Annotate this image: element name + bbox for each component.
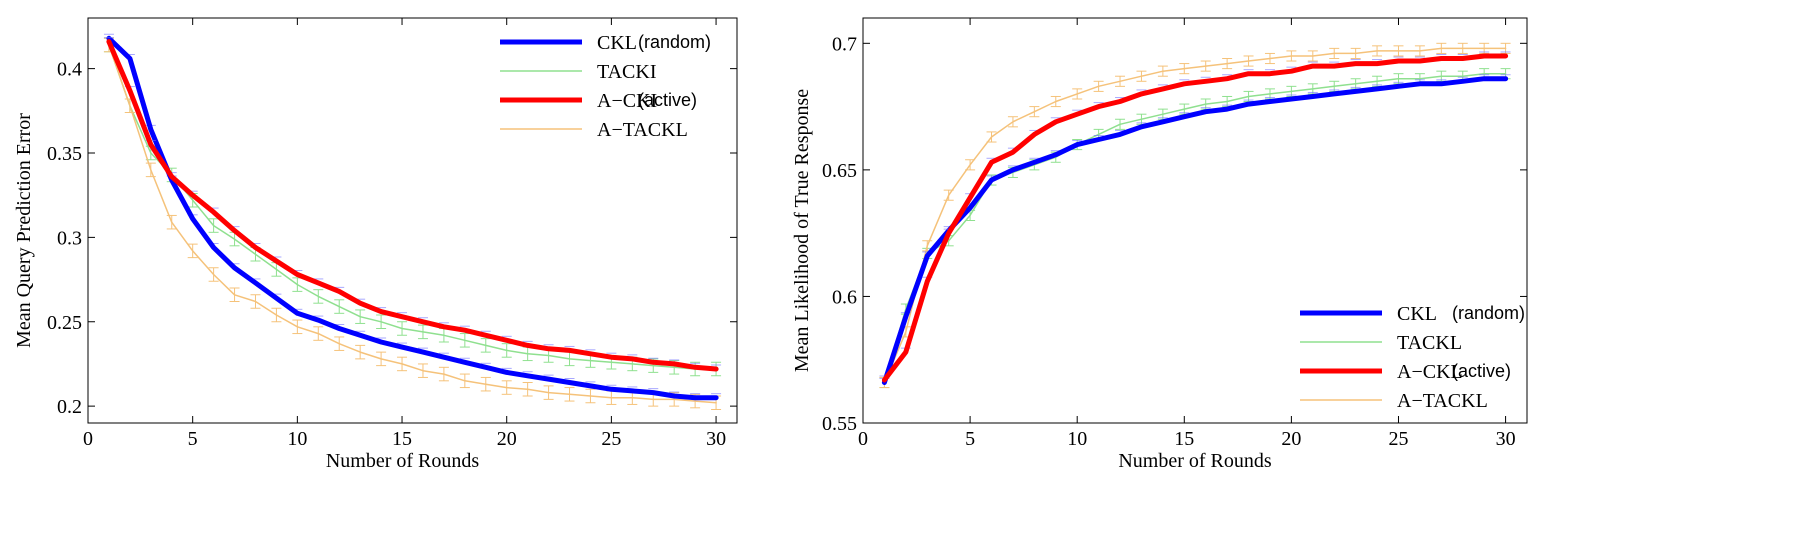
x-tick-label: 25: [1388, 428, 1408, 450]
legend-label-suffix: (random): [638, 32, 711, 52]
y-tick-label: 0.6: [832, 286, 857, 308]
legend-label-suffix: (active): [638, 90, 697, 110]
y-tick-label: 0.55: [822, 413, 857, 435]
series-4: [879, 42, 1511, 389]
series-line: [106, 39, 719, 372]
x-tick-label: 30: [706, 428, 726, 450]
series-3: [103, 37, 722, 372]
x-tick-label: 10: [287, 428, 307, 450]
plot-area: [103, 33, 722, 410]
x-tick-label: 10: [1067, 428, 1087, 450]
y-axis-label: Mean Query Prediction Error: [13, 113, 35, 348]
legend-label: A−CKL: [1397, 361, 1463, 383]
legend-label: A−CKI: [597, 90, 657, 112]
plot-frame: [862, 17, 1528, 424]
x-tick-label: 20: [1281, 428, 1301, 450]
series-line: [108, 44, 717, 404]
series-line: [883, 47, 1507, 384]
plot-frame: [87, 17, 738, 424]
x-tick-label: 25: [601, 428, 621, 450]
series-line: [108, 44, 717, 370]
y-tick-label: 0.4: [57, 59, 82, 81]
series-1: [103, 33, 722, 401]
series-line: [881, 76, 1509, 385]
x-tick-label: 30: [1496, 428, 1516, 450]
y-tick-label: 0.35: [47, 143, 82, 165]
legend-label: CKL: [597, 32, 637, 54]
y-tick-label: 0.65: [822, 160, 857, 182]
x-tick-label: 0: [858, 428, 868, 450]
x-tick-label: 0: [83, 428, 93, 450]
y-tick-label: 0.7: [832, 33, 857, 55]
series-line: [106, 35, 719, 401]
x-tick-label: 20: [497, 428, 517, 450]
chart-1: 0 5 10 15 20 25 30 0.2 0.25 0.3 0.35 0.4 Number of R…: [13, 17, 738, 472]
x-axis-label: Number of Rounds: [1118, 450, 1272, 472]
x-tick-label: 5: [188, 428, 198, 450]
x-tick-label: 15: [392, 428, 412, 450]
legend-label: TACKI: [597, 61, 657, 83]
legend: CKL (random) TACKL A−CKL(active) A−TACKL: [1300, 303, 1525, 412]
series-3: [879, 51, 1511, 383]
x-axis-label: Number of Rounds: [326, 450, 480, 472]
chart-2: 0 5 10 15 20 25 30 0.55 0.6 0.65 0.7 Number of Roun…: [791, 17, 1528, 472]
legend-label-suffix: (random): [1452, 303, 1525, 323]
series-line: [881, 53, 1509, 383]
y-axis-label: Mean Likelihood of True Response: [791, 89, 813, 372]
legend-label: A−TACKL: [1397, 390, 1488, 412]
y-tick-label: 0.3: [57, 227, 82, 249]
x-tick-label: 5: [965, 428, 975, 450]
x-tick-label: 15: [1174, 428, 1194, 450]
legend-label: CKL: [1397, 303, 1437, 325]
legend-label-suffix: (active): [1452, 361, 1511, 381]
legend-label: A−TACKL: [597, 119, 688, 141]
series-2: [103, 37, 722, 377]
y-tick-label: 0.2: [57, 396, 82, 418]
legend: CKL (random) TACKI A−CKI(active) A−TACKL: [500, 32, 711, 141]
series-1: [879, 74, 1511, 385]
plot-area: [879, 42, 1511, 389]
y-tick-label: 0.25: [47, 312, 82, 334]
legend-label: TACKL: [1397, 332, 1462, 354]
